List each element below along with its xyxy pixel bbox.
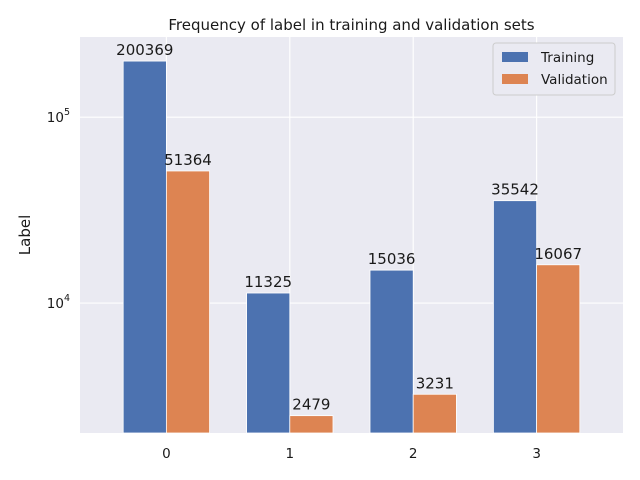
data-label: 15036 bbox=[368, 250, 416, 268]
legend-label: Validation bbox=[541, 72, 608, 88]
data-label: 200369 bbox=[116, 41, 173, 59]
bar-training-0 bbox=[122, 60, 167, 434]
bar-validation-1 bbox=[289, 415, 334, 434]
y-tick-label: 104 bbox=[47, 293, 70, 312]
y-axis-ticks: 104 105 bbox=[47, 107, 70, 312]
chart-title: Frequency of label in training and valid… bbox=[168, 16, 534, 34]
data-label: 11325 bbox=[244, 273, 292, 291]
data-label: 3231 bbox=[416, 374, 454, 392]
y-tick-label: 105 bbox=[47, 107, 70, 126]
x-tick-label: 3 bbox=[532, 446, 541, 462]
bar-training-2 bbox=[369, 269, 414, 434]
legend: Training Validation bbox=[492, 42, 616, 96]
bar-training-1 bbox=[246, 292, 291, 434]
data-label: 16067 bbox=[534, 245, 582, 263]
bars bbox=[122, 60, 581, 434]
data-label: 51364 bbox=[164, 151, 212, 169]
x-tick-label: 1 bbox=[285, 446, 294, 462]
bar-validation-2 bbox=[412, 393, 457, 434]
x-axis-ticks: 0 1 2 3 bbox=[162, 446, 541, 462]
bar-validation-3 bbox=[536, 264, 581, 434]
data-label: 2479 bbox=[292, 396, 330, 414]
x-tick-label: 2 bbox=[409, 446, 418, 462]
data-label: 35542 bbox=[491, 181, 539, 199]
y-axis-label: Label bbox=[16, 215, 34, 255]
bar-validation-0 bbox=[165, 170, 210, 434]
data-labels: 200369 11325 15036 35542 51364 2479 3231 16067 bbox=[116, 41, 582, 414]
x-tick-label: 0 bbox=[162, 446, 171, 462]
legend-swatch bbox=[502, 52, 528, 62]
bar-training-3 bbox=[493, 200, 538, 434]
legend-label: Training bbox=[540, 50, 594, 66]
legend-swatch bbox=[502, 74, 528, 84]
